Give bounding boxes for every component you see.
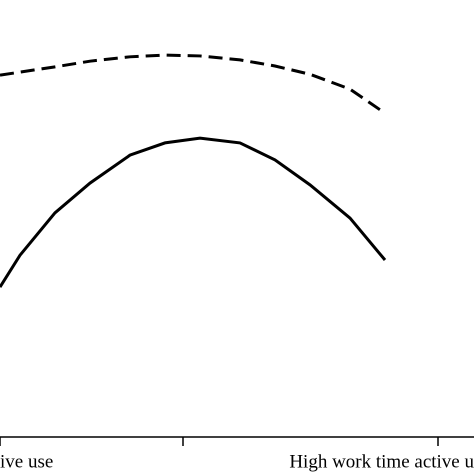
line — [0, 53, 386, 115]
line — [0, 136, 387, 288]
x-tick-label: High work time active u — [289, 451, 474, 472]
x-tick-label: ive use — [0, 451, 53, 472]
